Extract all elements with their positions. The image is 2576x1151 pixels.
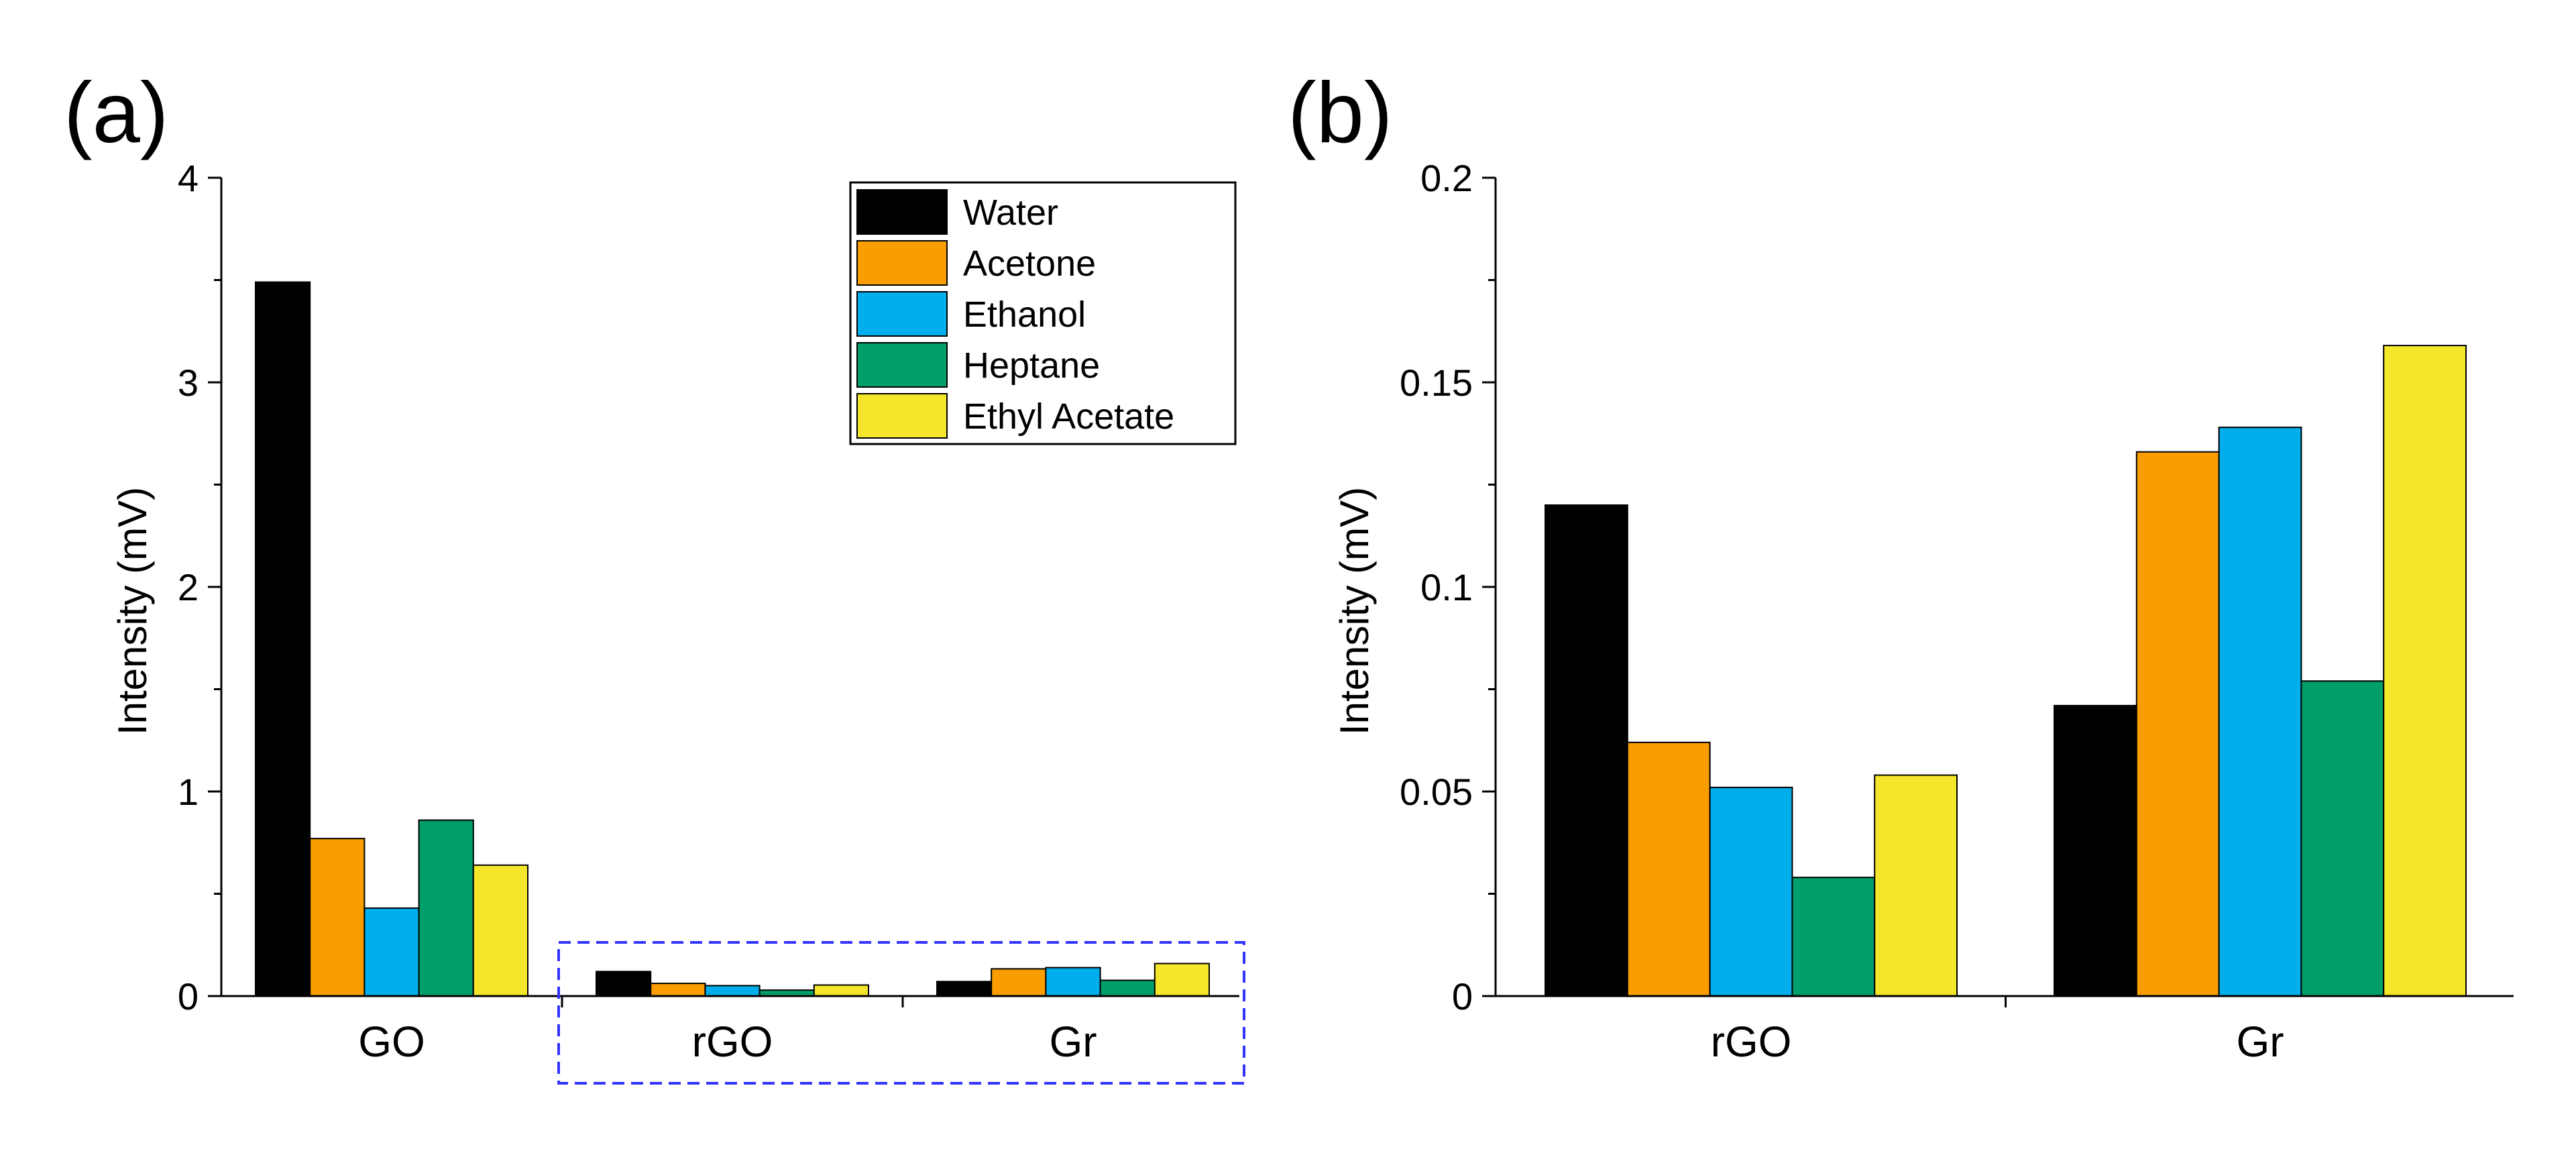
y-tick-label-b: 0.15 (1400, 362, 1473, 404)
legend-swatch-water (856, 189, 948, 235)
bar-b-gr-acetone (2135, 451, 2220, 997)
bar-a-go-acetone (309, 838, 366, 997)
bar-a-go-heptane (418, 819, 474, 997)
legend-label-acetone: Acetone (963, 243, 1096, 284)
chart-b: 0 0.05 0.1 0.15 0.2 rGO Gr Intensity (mV) (1332, 157, 2514, 1066)
chart-b-ylabel: Intensity (mV) (1332, 487, 1377, 735)
bar-a-gr-water (936, 981, 993, 997)
x-category-label-a-gr: Gr (1049, 1018, 1097, 1066)
chart-a-bars (255, 281, 1211, 997)
bar-b-rgo-ethanol (1709, 786, 1793, 997)
bar-a-go-water (255, 281, 311, 997)
legend-label-water: Water (963, 193, 1058, 233)
bar-a-rgo-acetone (650, 983, 706, 997)
bar-a-gr-acetone (991, 968, 1047, 997)
y-tick-label-b: 0 (1452, 975, 1473, 1018)
chart-a: 0 1 2 3 4 GO rGO Gr Intensity (mV) (110, 157, 1239, 1066)
y-tick-label-b: 0.05 (1400, 771, 1473, 813)
bar-b-gr-ethyl-acetate (2383, 345, 2467, 997)
bar-b-gr-heptane (2300, 680, 2385, 997)
y-tick-label-a: 1 (178, 771, 199, 813)
legend: Water Acetone Ethanol Heptane Ethyl Acetate (849, 181, 1237, 445)
y-tick-label-a: 4 (178, 157, 199, 199)
chart-a-ylabel: Intensity (mV) (110, 487, 155, 735)
bar-a-go-ethyl-acetate (472, 864, 528, 997)
bar-a-gr-heptane (1099, 979, 1156, 997)
bar-b-gr-water (2054, 704, 2137, 997)
bar-a-go-ethanol (363, 907, 420, 997)
legend-swatch-heptane (856, 342, 948, 388)
y-tick-label-a: 3 (178, 362, 199, 404)
bar-a-rgo-ethyl-acetate (813, 984, 870, 997)
chart-b-axes: 0 0.05 0.1 0.15 0.2 rGO Gr (1400, 157, 2514, 1066)
bar-b-rgo-water (1545, 504, 1628, 997)
x-category-label-b-rgo: rGO (1711, 1018, 1792, 1066)
x-category-label-a-rgo: rGO (692, 1018, 773, 1066)
y-tick-label-a: 2 (178, 566, 199, 608)
bar-b-rgo-acetone (1626, 741, 1711, 997)
bar-a-rgo-water (596, 971, 652, 997)
chart-a-axes: 0 1 2 3 4 GO rGO Gr (178, 157, 1239, 1066)
legend-swatch-acetone (856, 240, 948, 286)
legend-swatch-ethanol (856, 291, 948, 337)
bar-a-gr-ethanol (1045, 967, 1101, 997)
legend-label-heptane: Heptane (963, 345, 1100, 386)
rgo-gr-highlight-box (557, 941, 1245, 1085)
panel-a-label: (a) (64, 65, 168, 161)
y-tick-label-b: 0.1 (1420, 566, 1473, 608)
bar-a-gr-ethyl-acetate (1154, 963, 1211, 997)
legend-swatch-ethyl-acetate (856, 393, 948, 439)
x-category-label-a-go: GO (358, 1018, 425, 1066)
legend-label-ethanol: Ethanol (963, 294, 1086, 335)
x-category-label-b-gr: Gr (2236, 1018, 2284, 1066)
bar-a-rgo-ethanol (704, 985, 761, 997)
y-tick-label-a: 0 (178, 975, 199, 1018)
bar-b-gr-ethanol (2218, 427, 2302, 997)
chart-b-bars (1545, 345, 2467, 997)
bar-b-rgo-ethyl-acetate (1874, 774, 1958, 997)
y-tick-label-b: 0.2 (1420, 157, 1473, 199)
panel-b-label: (b) (1288, 65, 1392, 161)
bar-b-rgo-heptane (1791, 877, 1876, 997)
legend-label-ethyl-acetate: Ethyl Acetate (963, 396, 1174, 437)
